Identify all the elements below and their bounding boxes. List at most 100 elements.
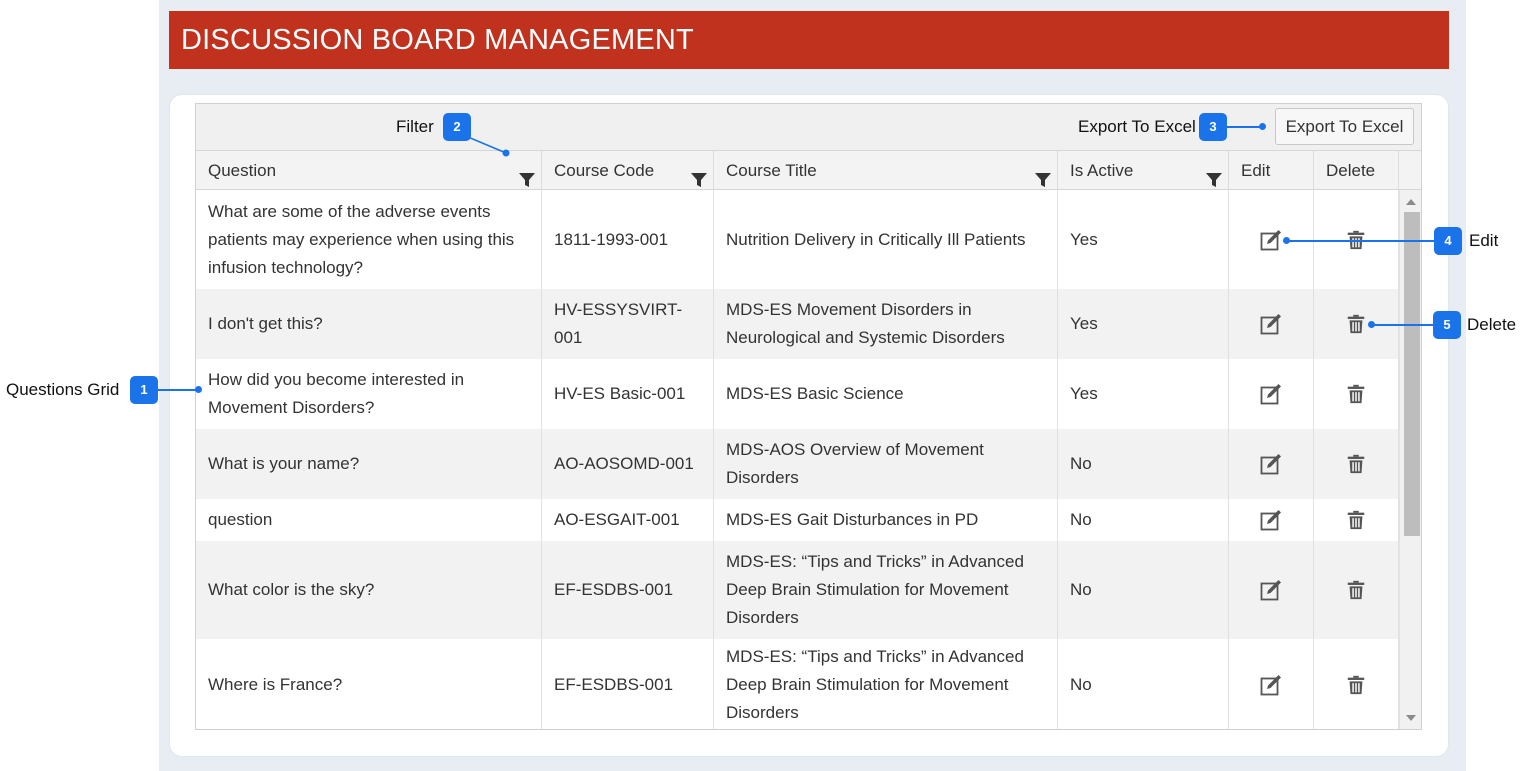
edit-cell [1229,359,1314,429]
column-header-label: Course Title [726,161,817,180]
delete-cell [1314,639,1399,729]
column-header-course-code[interactable]: Course Code [542,151,714,190]
column-header-label: Is Active [1070,161,1134,180]
column-header-edit: Edit [1229,151,1314,190]
edit-cell [1229,639,1314,729]
question-cell: How did you become interested in Movemen… [196,359,542,429]
scroll-down-arrow-icon[interactable] [1406,715,1416,721]
delete-cell [1314,499,1399,541]
table-row[interactable]: question AO-ESGAIT-001 MDS-ES Gait Distu… [196,499,1399,541]
annotation-badge-3: 3 [1199,113,1227,141]
annotation-line [158,389,198,391]
course-title-cell: MDS-ES Gait Disturbances in PD [714,499,1058,541]
page-title: DISCUSSION BOARD MANAGEMENT [181,24,694,56]
annotation-line [1372,324,1434,326]
trash-icon[interactable] [1344,508,1368,532]
course-title-cell: MDS-ES Basic Science [714,359,1058,429]
is-active-cell: No [1058,499,1229,541]
edit-cell [1229,289,1314,359]
course-code-cell: AO-ESGAIT-001 [542,499,714,541]
edit-icon[interactable] [1259,382,1283,406]
question-cell: Where is France? [196,639,542,729]
filter-icon[interactable] [1035,163,1051,187]
annotation-badge-4: 4 [1434,227,1462,255]
trash-icon[interactable] [1344,228,1368,252]
edit-icon[interactable] [1259,452,1283,476]
delete-cell [1314,190,1399,289]
is-active-cell: Yes [1058,289,1229,359]
column-header-label: Delete [1326,161,1376,180]
annotation-dot [1259,123,1266,130]
edit-cell [1229,190,1314,289]
column-header-is-active[interactable]: Is Active [1058,151,1229,190]
table-row[interactable]: I don't get this? HV-ESSYSVIRT-001 MDS-E… [196,289,1399,359]
trash-icon[interactable] [1344,452,1368,476]
trash-icon[interactable] [1344,312,1368,336]
is-active-cell: No [1058,639,1229,729]
trash-icon[interactable] [1344,578,1368,602]
column-header-label: Course Code [554,161,655,180]
annotation-dot [195,386,202,393]
question-cell: I don't get this? [196,289,542,359]
edit-cell [1229,499,1314,541]
annotation-line [1227,126,1262,128]
table-row[interactable]: Where is France? EF-ESDBS-001 MDS-ES: “T… [196,639,1399,729]
is-active-cell: No [1058,429,1229,499]
course-code-cell: HV-ES Basic-001 [542,359,714,429]
filter-icon[interactable] [691,163,707,187]
question-cell: question [196,499,542,541]
edit-icon[interactable] [1259,508,1283,532]
scroll-thumb[interactable] [1404,212,1420,536]
table-row[interactable]: What are some of the adverse events pati… [196,190,1399,289]
question-cell: What is your name? [196,429,542,499]
grid-toolbar: Export To Excel [196,104,1421,151]
column-header-label: Edit [1241,161,1271,180]
course-title-cell: MDS-ES: “Tips and Tricks” in Advanced De… [714,639,1058,729]
annotation-label-export-to-excel: Export To Excel [1078,117,1196,136]
edit-icon[interactable] [1259,228,1283,252]
annotation-dot [1283,237,1290,244]
course-title-cell: MDS-ES Movement Disorders in Neurologica… [714,289,1058,359]
annotation-line [467,136,510,157]
edit-icon[interactable] [1259,673,1283,697]
edit-cell [1229,429,1314,499]
edit-icon[interactable] [1259,578,1283,602]
title-bar: DISCUSSION BOARD MANAGEMENT [169,11,1449,69]
export-to-excel-button[interactable]: Export To Excel [1275,108,1414,145]
table-row[interactable]: How did you become interested in Movemen… [196,359,1399,429]
delete-cell [1314,429,1399,499]
column-header-course-title[interactable]: Course Title [714,151,1058,190]
delete-cell [1314,541,1399,639]
is-active-cell: Yes [1058,359,1229,429]
annotation-label-filter: Filter [396,117,434,136]
is-active-cell: No [1058,541,1229,639]
course-title-cell: Nutrition Delivery in Critically Ill Pat… [714,190,1058,289]
course-code-cell: HV-ESSYSVIRT-001 [542,289,714,359]
course-title-cell: MDS-ES: “Tips and Tricks” in Advanced De… [714,541,1058,639]
table-row[interactable]: What color is the sky? EF-ESDBS-001 MDS-… [196,541,1399,639]
column-header-delete: Delete [1314,151,1399,190]
delete-cell [1314,359,1399,429]
column-header-question[interactable]: Question [196,151,542,190]
scroll-up-arrow-icon[interactable] [1406,199,1416,205]
annotation-line [1287,240,1435,242]
trash-icon[interactable] [1344,382,1368,406]
filter-icon[interactable] [1206,163,1222,187]
annotation-badge-2: 2 [443,113,471,141]
questions-grid: Export To Excel Question Course Code Cou… [195,103,1422,730]
question-cell: What color is the sky? [196,541,542,639]
column-header-label: Question [208,161,277,180]
annotation-dot [1368,321,1375,328]
table-row[interactable]: What is your name? AO-AOSOMD-001 MDS-AOS… [196,429,1399,499]
vertical-scrollbar[interactable] [1399,190,1421,729]
annotation-label-questions-grid: Questions Grid [6,380,120,399]
annotation-label-delete: Delete [1467,315,1517,334]
edit-cell [1229,541,1314,639]
course-title-cell: MDS-AOS Overview of Movement Disorders [714,429,1058,499]
filter-icon[interactable] [519,163,535,187]
course-code-cell: AO-AOSOMD-001 [542,429,714,499]
trash-icon[interactable] [1344,673,1368,697]
course-code-cell: 1811-1993-001 [542,190,714,289]
grid-header: Question Course Code Course Title Is Act… [196,151,1421,190]
edit-icon[interactable] [1259,312,1283,336]
